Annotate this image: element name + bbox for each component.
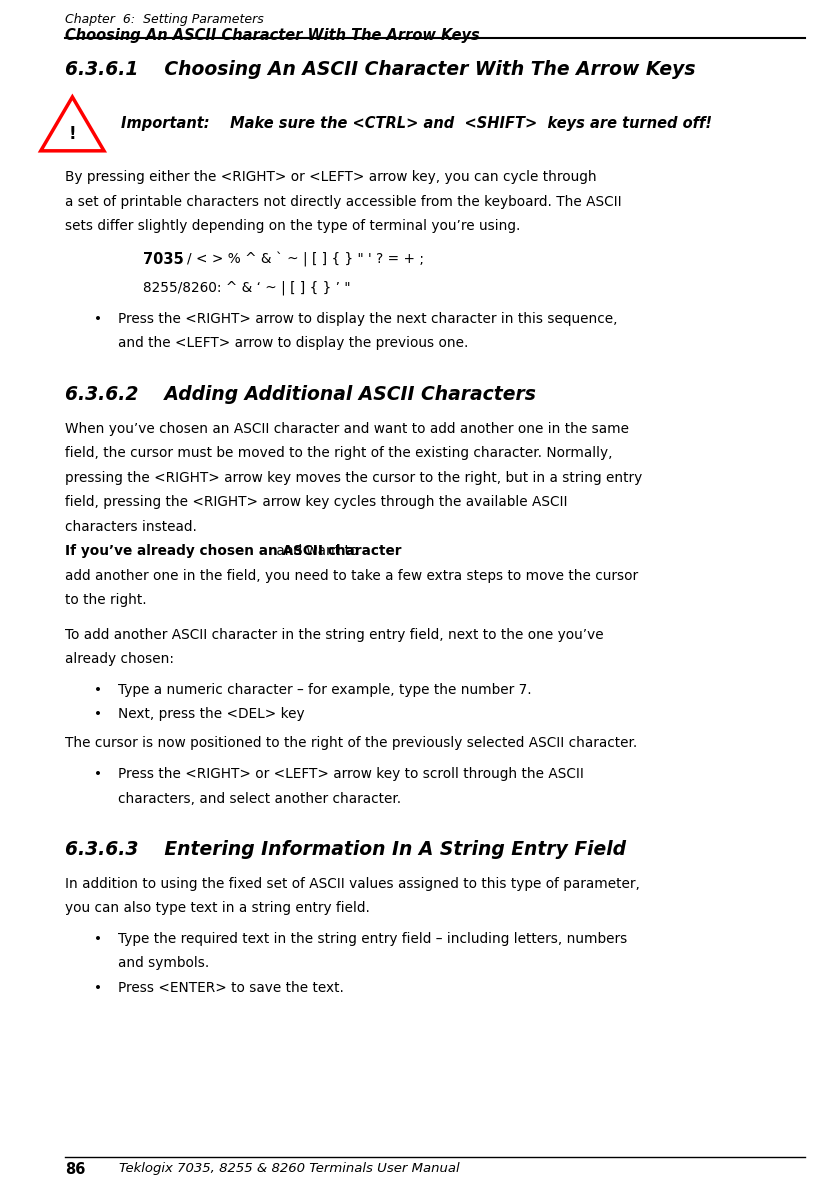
Text: 7035: 7035 — [143, 251, 184, 267]
Text: •: • — [94, 707, 102, 721]
Text: characters instead.: characters instead. — [65, 519, 197, 534]
Text: Type the required text in the string entry field – including letters, numbers: Type the required text in the string ent… — [118, 931, 627, 946]
Text: and the <LEFT> arrow to display the previous one.: and the <LEFT> arrow to display the prev… — [118, 336, 468, 351]
Text: Type a numeric character – for example, type the number 7.: Type a numeric character – for example, … — [118, 682, 532, 697]
Text: 6.3.6.1    Choosing An ASCII Character With The Arrow Keys: 6.3.6.1 Choosing An ASCII Character With… — [65, 60, 696, 79]
Text: Important:    Make sure the <CTRL> and  <SHIFT>  keys are turned off!: Important: Make sure the <CTRL> and <SHI… — [121, 115, 711, 130]
Text: 6.3.6.3    Entering Information In A String Entry Field: 6.3.6.3 Entering Information In A String… — [65, 840, 626, 859]
Text: you can also type text in a string entry field.: you can also type text in a string entry… — [65, 901, 369, 916]
Text: and symbols.: and symbols. — [118, 956, 210, 971]
Text: Press the <RIGHT> or <LEFT> arrow key to scroll through the ASCII: Press the <RIGHT> or <LEFT> arrow key to… — [118, 767, 584, 780]
Text: field, the cursor must be moved to the right of the existing character. Normally: field, the cursor must be moved to the r… — [65, 446, 612, 460]
Text: field, pressing the <RIGHT> arrow key cycles through the available ASCII: field, pressing the <RIGHT> arrow key cy… — [65, 496, 567, 509]
Text: Press the <RIGHT> arrow to display the next character in this sequence,: Press the <RIGHT> arrow to display the n… — [118, 311, 617, 326]
Text: Teklogix 7035, 8255 & 8260 Terminals User Manual: Teklogix 7035, 8255 & 8260 Terminals Use… — [119, 1162, 459, 1175]
Text: Next, press the <DEL> key: Next, press the <DEL> key — [118, 707, 305, 721]
Text: •: • — [94, 682, 102, 697]
Text: and want to: and want to — [272, 545, 359, 558]
Text: characters, and select another character.: characters, and select another character… — [118, 791, 401, 806]
Text: Press <ENTER> to save the text.: Press <ENTER> to save the text. — [118, 980, 344, 995]
Text: add another one in the field, you need to take a few extra steps to move the cur: add another one in the field, you need t… — [65, 569, 638, 583]
Text: In addition to using the fixed set of ASCII values assigned to this type of para: In addition to using the fixed set of AS… — [65, 876, 640, 891]
Text: sets differ slightly depending on the type of terminal you’re using.: sets differ slightly depending on the ty… — [65, 219, 520, 233]
Text: 6.3.6.2    Adding Additional ASCII Characters: 6.3.6.2 Adding Additional ASCII Characte… — [65, 385, 536, 403]
Text: •: • — [94, 980, 102, 995]
Text: already chosen:: already chosen: — [65, 652, 174, 666]
Text: •: • — [94, 311, 102, 326]
Text: !: ! — [68, 124, 77, 142]
Text: : / < > % ^ & ` ~ | [ ] { } " ' ? = + ;: : / < > % ^ & ` ~ | [ ] { } " ' ? = + ; — [178, 251, 424, 267]
Text: Chapter  6:  Setting Parameters: Chapter 6: Setting Parameters — [65, 12, 264, 25]
Text: To add another ASCII character in the string entry field, next to the one you’ve: To add another ASCII character in the st… — [65, 627, 603, 642]
Text: By pressing either the <RIGHT> or <LEFT> arrow key, you can cycle through: By pressing either the <RIGHT> or <LEFT>… — [65, 170, 597, 184]
Text: The cursor is now positioned to the right of the previously selected ASCII chara: The cursor is now positioned to the righ… — [65, 736, 637, 751]
Text: pressing the <RIGHT> arrow key moves the cursor to the right, but in a string en: pressing the <RIGHT> arrow key moves the… — [65, 470, 642, 485]
Text: 86: 86 — [65, 1162, 85, 1178]
Text: a set of printable characters not directly accessible from the keyboard. The ASC: a set of printable characters not direct… — [65, 194, 622, 208]
Text: Choosing An ASCII Character With The Arrow Keys: Choosing An ASCII Character With The Arr… — [65, 28, 479, 43]
Text: •: • — [94, 767, 102, 780]
Text: •: • — [94, 931, 102, 946]
Text: When you’ve chosen an ASCII character and want to add another one in the same: When you’ve chosen an ASCII character an… — [65, 421, 629, 436]
Text: 8255/8260: ^ & ‘ ~ | [ ] { } ’ ": 8255/8260: ^ & ‘ ~ | [ ] { } ’ " — [143, 280, 350, 294]
Text: to the right.: to the right. — [65, 594, 146, 607]
Text: If you’ve already chosen an ASCII character: If you’ve already chosen an ASCII charac… — [65, 545, 401, 558]
